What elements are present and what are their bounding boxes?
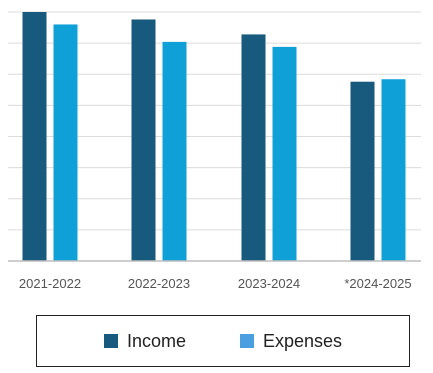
bar-chart: 2021-2022 2022-2023 2023-2024 *2024-2025 bbox=[8, 11, 421, 291]
legend-item-expenses: Expenses bbox=[239, 330, 343, 352]
bar-income-2024-2025 bbox=[350, 81, 375, 261]
bars bbox=[22, 12, 406, 262]
legend-label-expenses: Expenses bbox=[262, 330, 343, 351]
bar-expenses-2024-2025 bbox=[381, 79, 406, 261]
bar-expenses-2023-2024 bbox=[272, 46, 297, 261]
bar-expenses-2021-2022 bbox=[53, 24, 78, 262]
bar-income-2023-2024 bbox=[241, 34, 266, 261]
legend-swatch-income bbox=[103, 334, 118, 348]
x-tick-label: 2023-2024 bbox=[238, 276, 300, 291]
legend-item-income: Income bbox=[103, 330, 186, 352]
legend-label-income: Income bbox=[126, 330, 186, 351]
x-tick-labels: 2021-2022 2022-2023 2023-2024 *2024-2025 bbox=[19, 276, 412, 291]
bar-income-2022-2023 bbox=[131, 19, 156, 261]
x-tick-label: *2024-2025 bbox=[344, 276, 411, 291]
bar-income-2021-2022 bbox=[22, 12, 47, 261]
legend-swatch-expenses bbox=[239, 334, 254, 348]
legend: Income Expenses bbox=[36, 315, 410, 367]
bar-expenses-2022-2023 bbox=[162, 41, 187, 261]
x-tick-label: 2022-2023 bbox=[128, 276, 190, 291]
x-tick-label: 2021-2022 bbox=[19, 276, 81, 291]
